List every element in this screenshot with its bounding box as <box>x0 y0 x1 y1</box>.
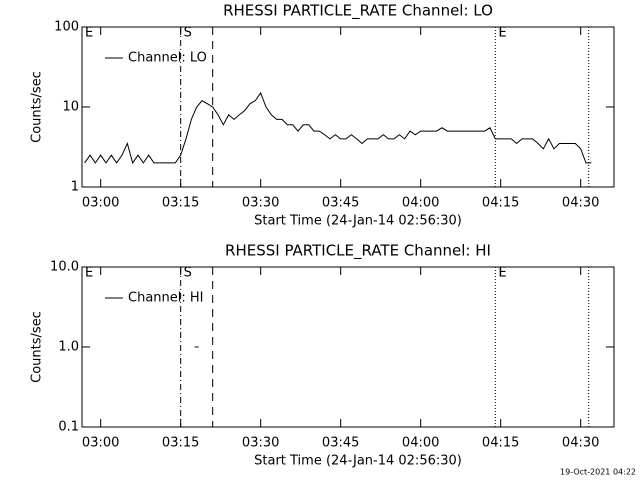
x-tick-label: 03:15 <box>162 196 199 211</box>
timestamp: 19-Oct-2021 04:22 <box>560 468 636 477</box>
annotation: E <box>85 266 93 281</box>
x-tick-label: 04:00 <box>402 196 439 211</box>
x-tick-label: 04:15 <box>482 436 519 451</box>
x-tick-label: 03:00 <box>82 436 119 451</box>
y-tick-label: 1 <box>71 180 79 195</box>
marker-label: E <box>498 266 506 281</box>
marker-label: S <box>184 266 192 281</box>
legend-label: Channel: HI <box>128 291 204 306</box>
x-tick-label: 04:30 <box>562 196 599 211</box>
y-axis-label: Counts/sec <box>30 311 45 383</box>
y-tick-label: 0.1 <box>58 420 79 435</box>
y-tick-label: 10.0 <box>50 260 79 275</box>
y-tick-label: 10 <box>62 100 79 115</box>
x-tick-label: 03:30 <box>242 436 279 451</box>
marker-label: E <box>498 26 506 41</box>
data-line <box>84 91 592 165</box>
x-tick-label: 04:15 <box>482 196 519 211</box>
annotation: E <box>85 26 93 41</box>
x-tick-label: 03:45 <box>322 436 359 451</box>
chart-title: RHESSI PARTICLE_RATE Channel: LO <box>223 2 493 21</box>
marker-label: S <box>184 26 192 41</box>
y-tick-label: 1.0 <box>58 340 79 355</box>
chart-title: RHESSI PARTICLE_RATE Channel: HI <box>225 242 491 261</box>
x-tick-label: 03:15 <box>162 436 199 451</box>
x-axis-label: Start Time (24-Jan-14 02:56:30) <box>254 454 462 469</box>
x-tick-label: 03:45 <box>322 196 359 211</box>
y-axis-label: Counts/sec <box>30 71 45 143</box>
x-tick-label: 03:30 <box>242 196 279 211</box>
x-tick-label: 04:30 <box>562 436 599 451</box>
x-axis-label: Start Time (24-Jan-14 02:56:30) <box>254 214 462 229</box>
legend-label: Channel: LO <box>128 51 207 66</box>
x-tick-label: 03:00 <box>82 196 119 211</box>
y-tick-label: 100 <box>54 20 79 35</box>
x-tick-label: 04:00 <box>402 436 439 451</box>
